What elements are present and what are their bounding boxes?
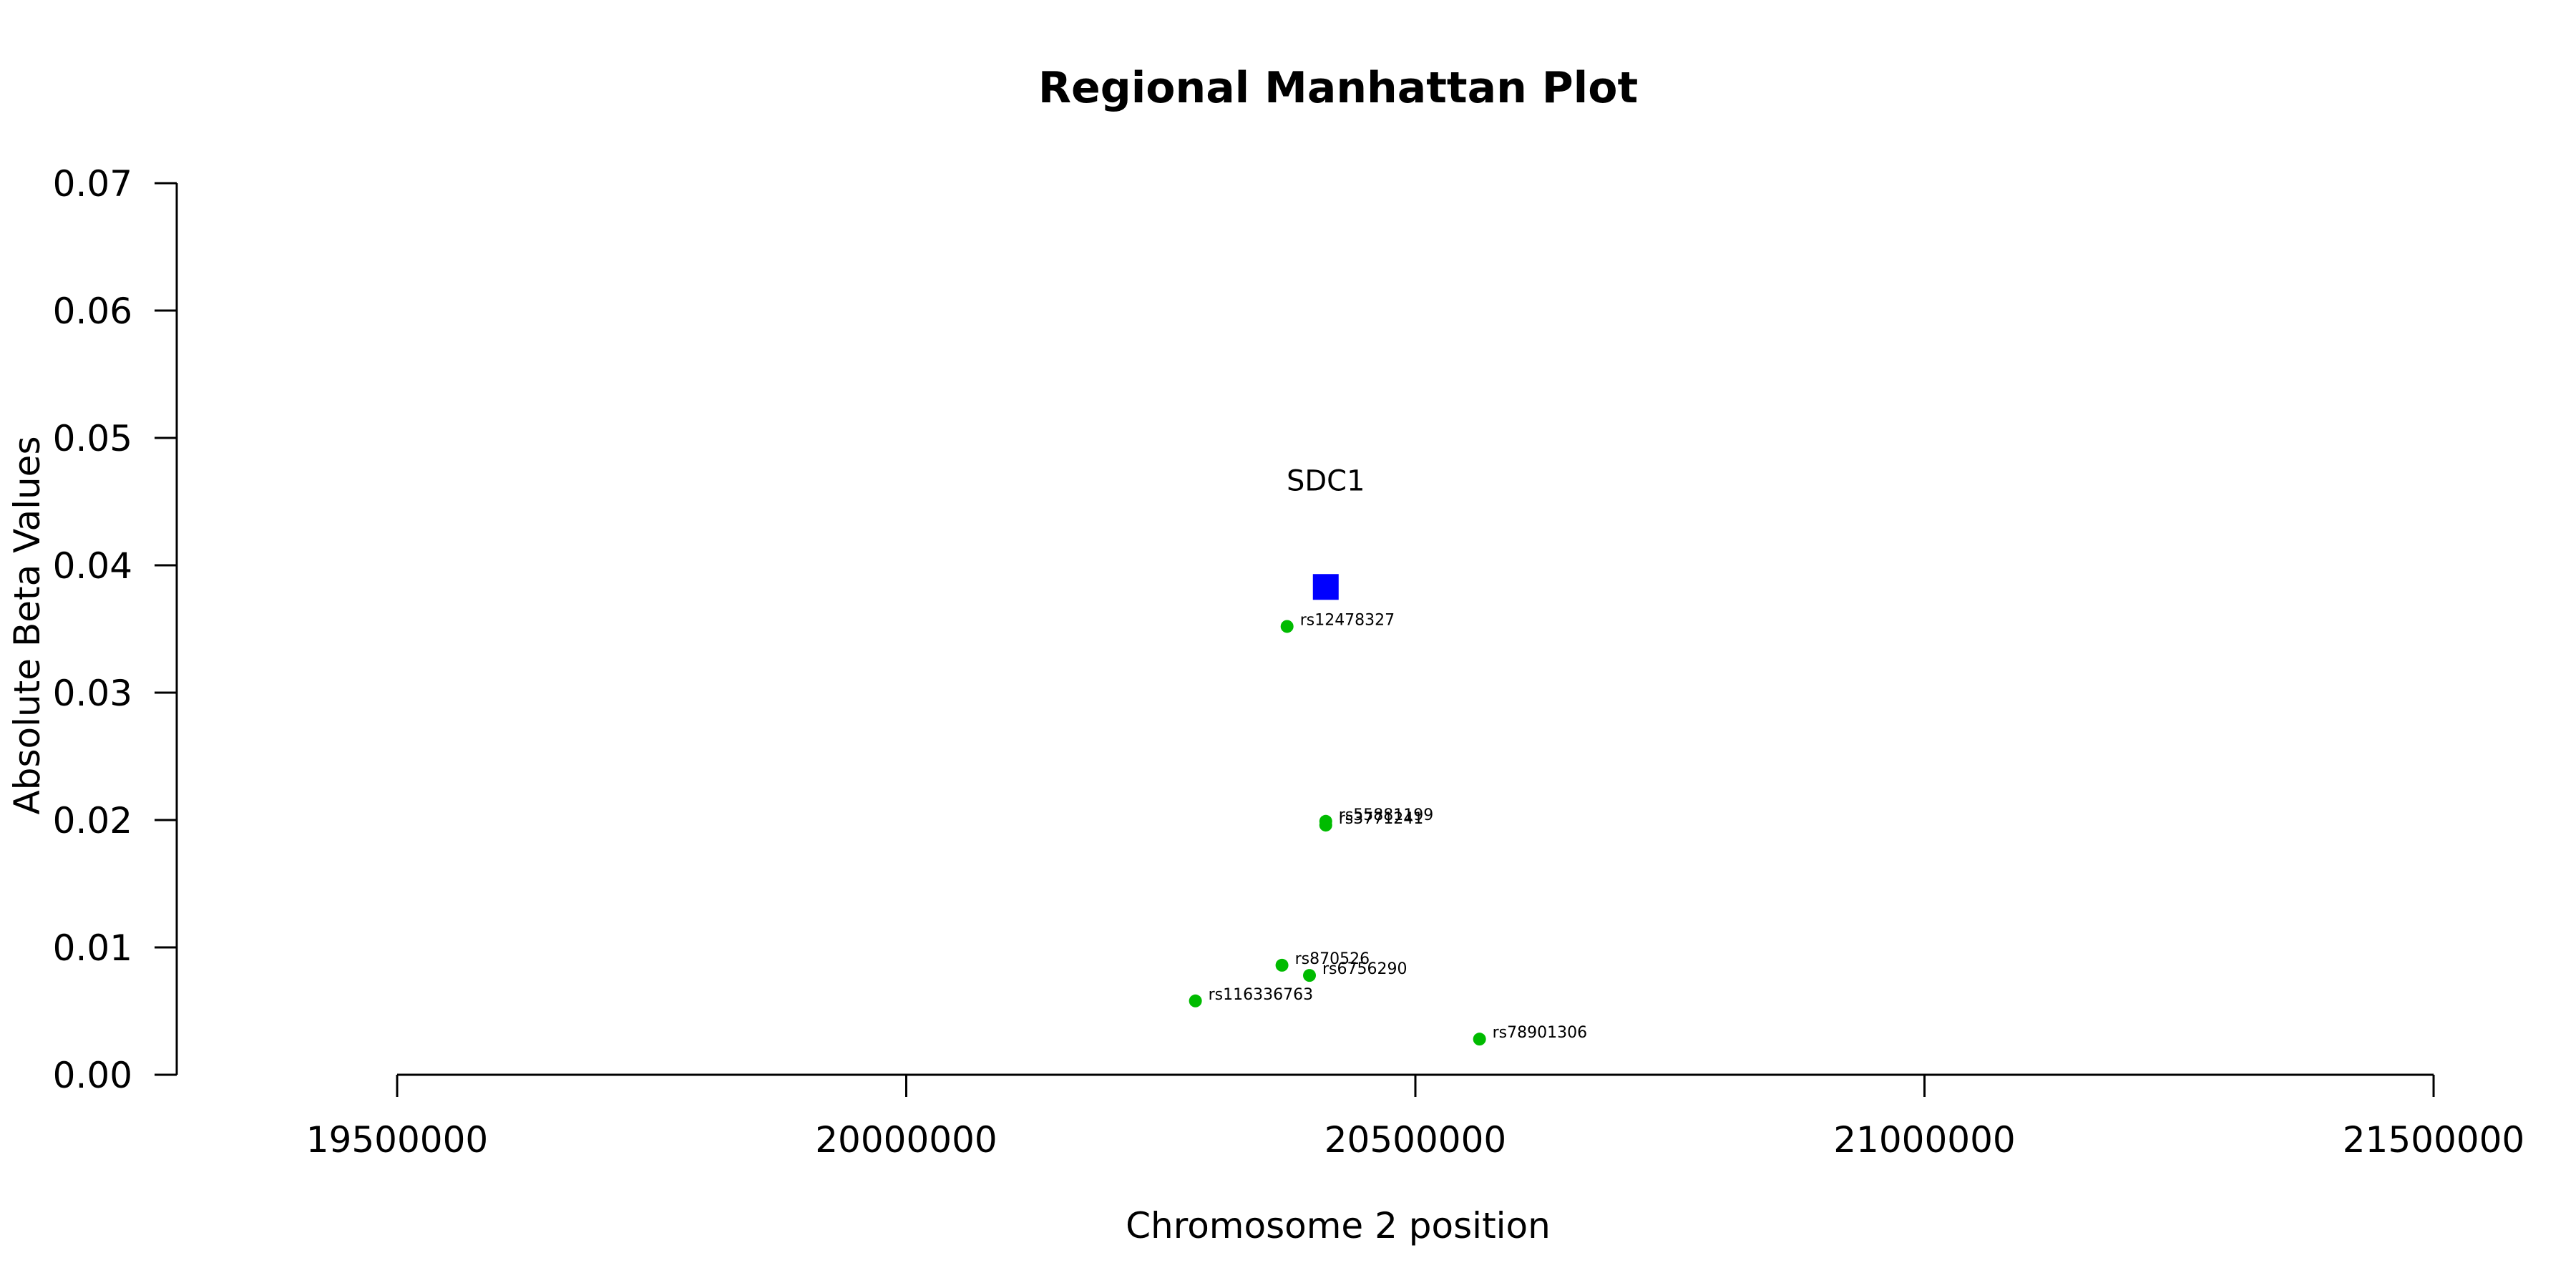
y-tick-label: 0.03 <box>53 673 132 714</box>
y-tick-label: 0.06 <box>53 291 132 332</box>
snp-point <box>1275 958 1289 972</box>
y-tick-label: 0.01 <box>53 927 132 969</box>
y-tick-label: 0.05 <box>53 418 132 459</box>
snp-label: rs55881199 <box>1339 806 1433 824</box>
snp-point <box>1280 620 1294 633</box>
x-tick-label: 20000000 <box>815 1119 997 1161</box>
snp-label: rs6756290 <box>1322 960 1407 978</box>
snp-point <box>1319 819 1332 832</box>
snp-point <box>1473 1033 1486 1046</box>
snp-label: rs116336763 <box>1209 986 1313 1004</box>
snp-label: rs12478327 <box>1300 611 1395 629</box>
snp-label: rs870526 <box>1295 950 1370 968</box>
y-tick-label: 0.00 <box>53 1055 132 1096</box>
gene-marker-group: SDC1 <box>1287 464 1365 600</box>
x-tick-label: 19500000 <box>306 1119 489 1161</box>
gene-label: SDC1 <box>1287 464 1365 497</box>
y-tick-label: 0.04 <box>53 545 132 587</box>
snp-label: rs3771241 <box>1339 810 1424 828</box>
x-axis-label: Chromosome 2 position <box>1126 1205 1551 1246</box>
x-tick-label: 20500000 <box>1324 1119 1507 1161</box>
chart-title: Regional Manhattan Plot <box>1038 63 1638 113</box>
snp-label: rs78901306 <box>1493 1024 1587 1042</box>
gene-marker <box>1312 574 1339 600</box>
y-tick-label: 0.02 <box>53 800 132 841</box>
x-tick-label: 21500000 <box>2343 1119 2525 1161</box>
y-axis-label: Absolute Beta Values <box>6 436 48 815</box>
snp-point <box>1303 969 1317 982</box>
x-tick-label: 21000000 <box>1833 1119 2016 1161</box>
x-axis: 19500000 20000000 20500000 21000000 21500000 <box>306 1073 2525 1161</box>
y-tick-label: 0.07 <box>53 163 132 205</box>
snp-point <box>1189 994 1202 1008</box>
y-axis: 0.00 0.01 0.02 0.03 0.04 0.05 0.06 0.07 <box>53 163 178 1096</box>
